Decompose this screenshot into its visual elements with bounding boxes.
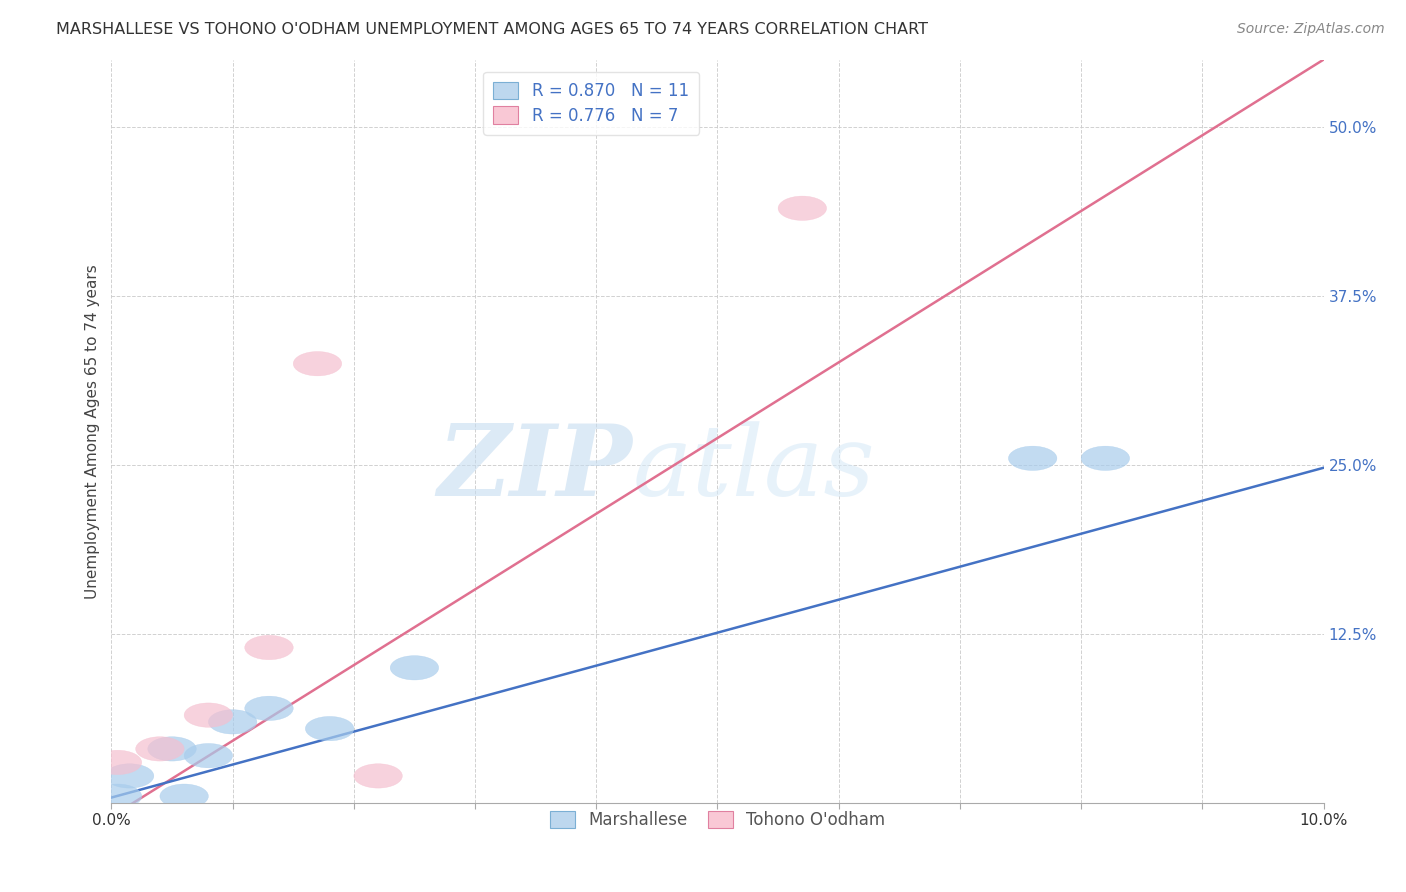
Y-axis label: Unemployment Among Ages 65 to 74 years: Unemployment Among Ages 65 to 74 years (86, 264, 100, 599)
Ellipse shape (1081, 446, 1129, 470)
Ellipse shape (245, 635, 294, 660)
Ellipse shape (184, 703, 232, 727)
Ellipse shape (305, 716, 354, 740)
Ellipse shape (294, 351, 342, 376)
Ellipse shape (1008, 446, 1057, 470)
Legend: Marshallese, Tohono O'odham: Marshallese, Tohono O'odham (543, 804, 891, 836)
Ellipse shape (93, 784, 142, 808)
Text: ZIP: ZIP (437, 420, 633, 516)
Text: atlas: atlas (633, 421, 876, 516)
Ellipse shape (105, 764, 153, 789)
Ellipse shape (93, 750, 142, 774)
Ellipse shape (148, 737, 197, 761)
Ellipse shape (778, 196, 827, 220)
Ellipse shape (160, 784, 208, 808)
Text: MARSHALLESE VS TOHONO O'ODHAM UNEMPLOYMENT AMONG AGES 65 TO 74 YEARS CORRELATION: MARSHALLESE VS TOHONO O'ODHAM UNEMPLOYME… (56, 22, 928, 37)
Ellipse shape (135, 737, 184, 761)
Ellipse shape (354, 764, 402, 789)
Text: Source: ZipAtlas.com: Source: ZipAtlas.com (1237, 22, 1385, 37)
Ellipse shape (184, 744, 232, 768)
Ellipse shape (391, 656, 439, 680)
Ellipse shape (208, 710, 257, 734)
Ellipse shape (245, 696, 294, 721)
